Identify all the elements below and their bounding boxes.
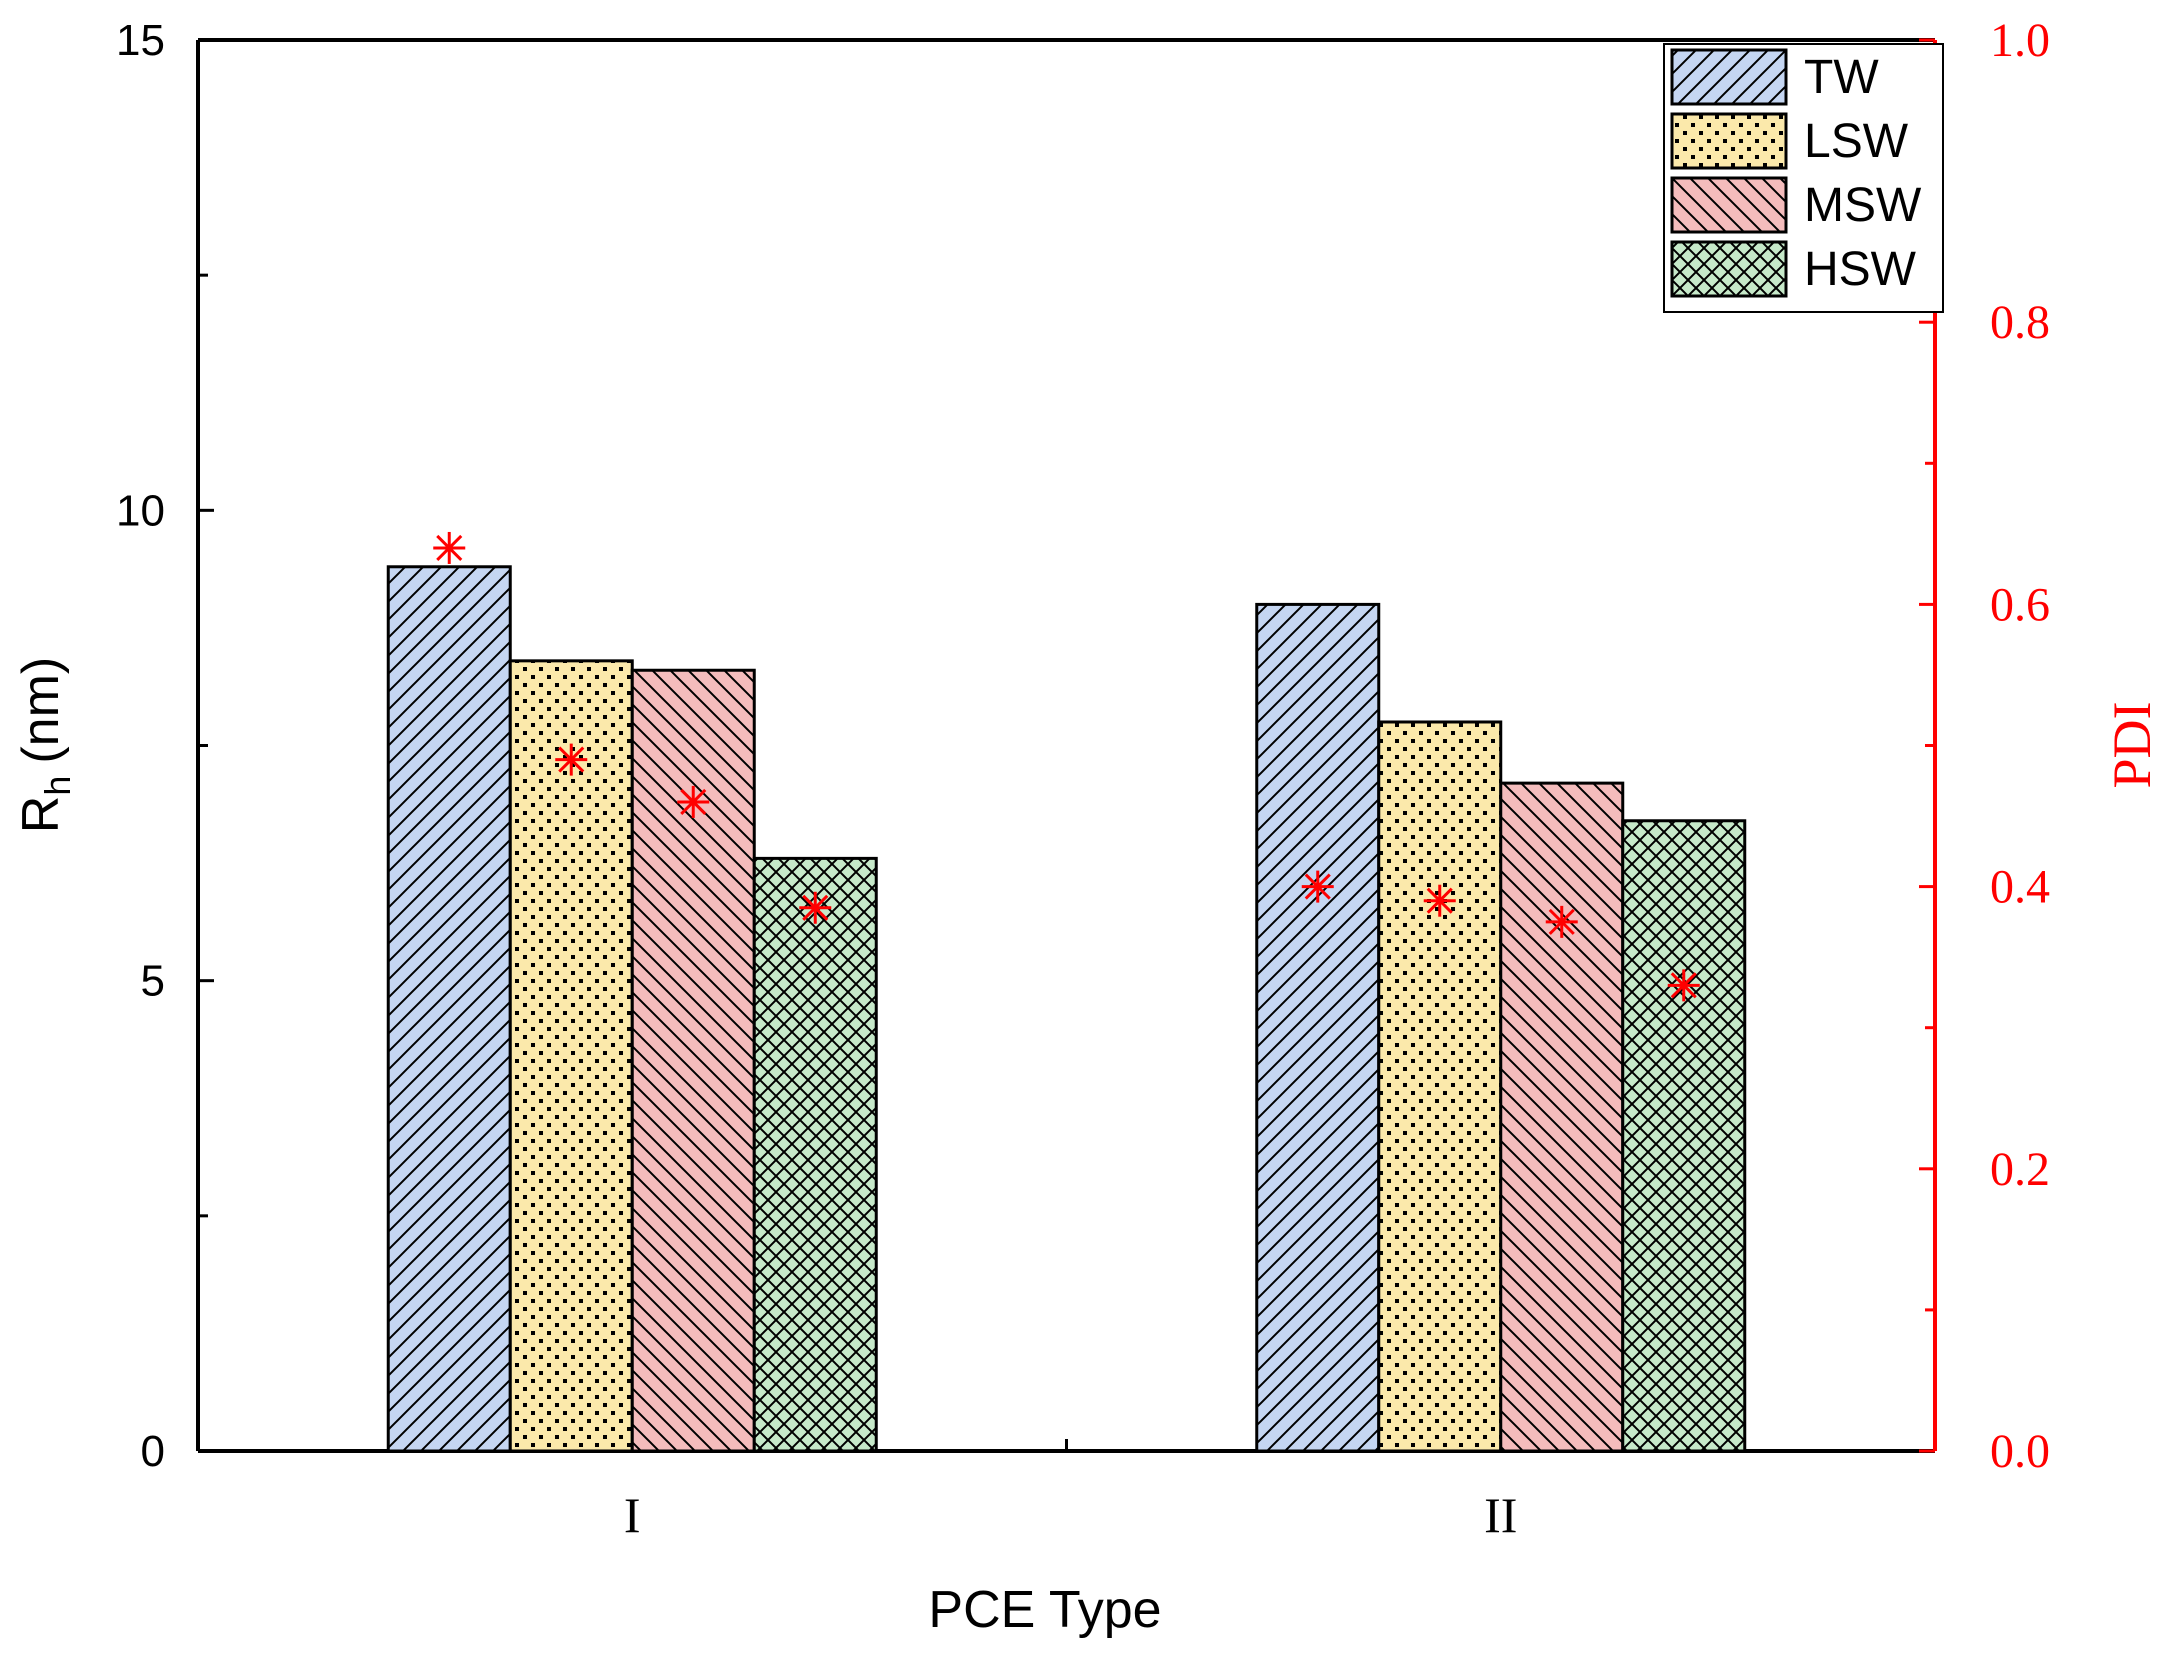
bar-pattern [1500,783,1623,1451]
bar-pattern [388,566,511,1451]
bar-hsw-II [1621,819,1747,1453]
pdi-marker-stroke [802,894,829,921]
bar-msw-II [1499,781,1625,1453]
y-tick-label: 15 [116,16,165,65]
legend-label: TW [1804,51,1879,104]
y-tick-label: 0 [141,1427,165,1476]
pdi-marker-lsw-II [1423,884,1456,917]
legend: TW LSW MSW HSW [1663,43,1944,313]
y2-axis-title: PDI [2102,701,2162,788]
bar-pattern [1256,604,1379,1451]
bar-pattern [1622,820,1745,1451]
pdi-marker-hsw-I [799,891,832,924]
legend-swatch-outline [1670,48,1788,106]
legend-swatch-pattern [1672,114,1786,168]
y-tick-label: 5 [141,957,165,1006]
bar-pattern [510,660,633,1451]
bar-hsw-I [752,856,878,1453]
bar-tw-I [386,565,512,1453]
legend-swatch-outline [1670,240,1788,298]
legend-label: MSW [1804,179,1922,232]
y2-tick-label: 0.2 [1990,1143,2050,1196]
x-axis-title: PCE Type [928,1581,1161,1639]
legend-label: LSW [1804,115,1909,168]
pdi-marker-stroke [1304,873,1331,900]
legend-swatch-pattern [1672,242,1786,296]
x-tick-label: I [624,1487,641,1543]
bar-lsw-II [1377,720,1503,1453]
pdi-marker-msw-II [1545,905,1578,938]
bar-pattern [1378,721,1501,1451]
y2-tick-label: 0.4 [1990,861,2050,914]
legend-swatch-pattern [1672,50,1786,104]
legend-item-msw: MSW [1670,176,1922,234]
legend-swatch-outline [1670,112,1788,170]
y2-tick-label: 1.0 [1990,14,2050,67]
pdi-marker-stroke [1426,887,1453,914]
bar-pattern [754,858,877,1451]
y-tick-label: 10 [116,486,165,535]
pdi-marker-stroke [680,788,707,816]
x-tick-label: II [1484,1487,1517,1543]
y-axis-title-main: R [12,796,70,834]
pdi-marker-hsw-II [1667,969,1700,1002]
bar-outline [752,856,878,1453]
pdi-marker-tw-II [1301,870,1334,903]
y-axis-title-unit: (nm) [12,657,70,764]
pdi-marker-stroke [1670,972,1697,999]
y-axis-title: Rh (nm) [12,657,78,833]
legend-item-tw: TW [1670,48,1879,106]
y-axis-title-sub: h [37,776,78,796]
y2-tick-label: 0.0 [1990,1425,2050,1478]
pdi-marker-tw-I [433,531,466,564]
y2-tick-label: 0.8 [1990,296,2050,349]
legend-label: HSW [1804,243,1917,296]
bar-tw-II [1255,602,1381,1453]
bar-lsw-I [508,659,634,1453]
legend-swatch-outline [1670,176,1788,234]
pdi-marker-lsw-I [555,743,588,776]
pdi-marker-stroke [1548,908,1575,935]
y2-tick-label: 0.6 [1990,578,2050,631]
bar-outline [1621,819,1747,1453]
pdi-marker-stroke [436,534,463,562]
legend-item-hsw: HSW [1670,240,1917,298]
legend-item-lsw: LSW [1670,112,1909,170]
legend-swatch-pattern [1672,178,1786,232]
pdi-marker-msw-I [677,785,710,818]
pdi-marker-stroke [558,746,585,773]
